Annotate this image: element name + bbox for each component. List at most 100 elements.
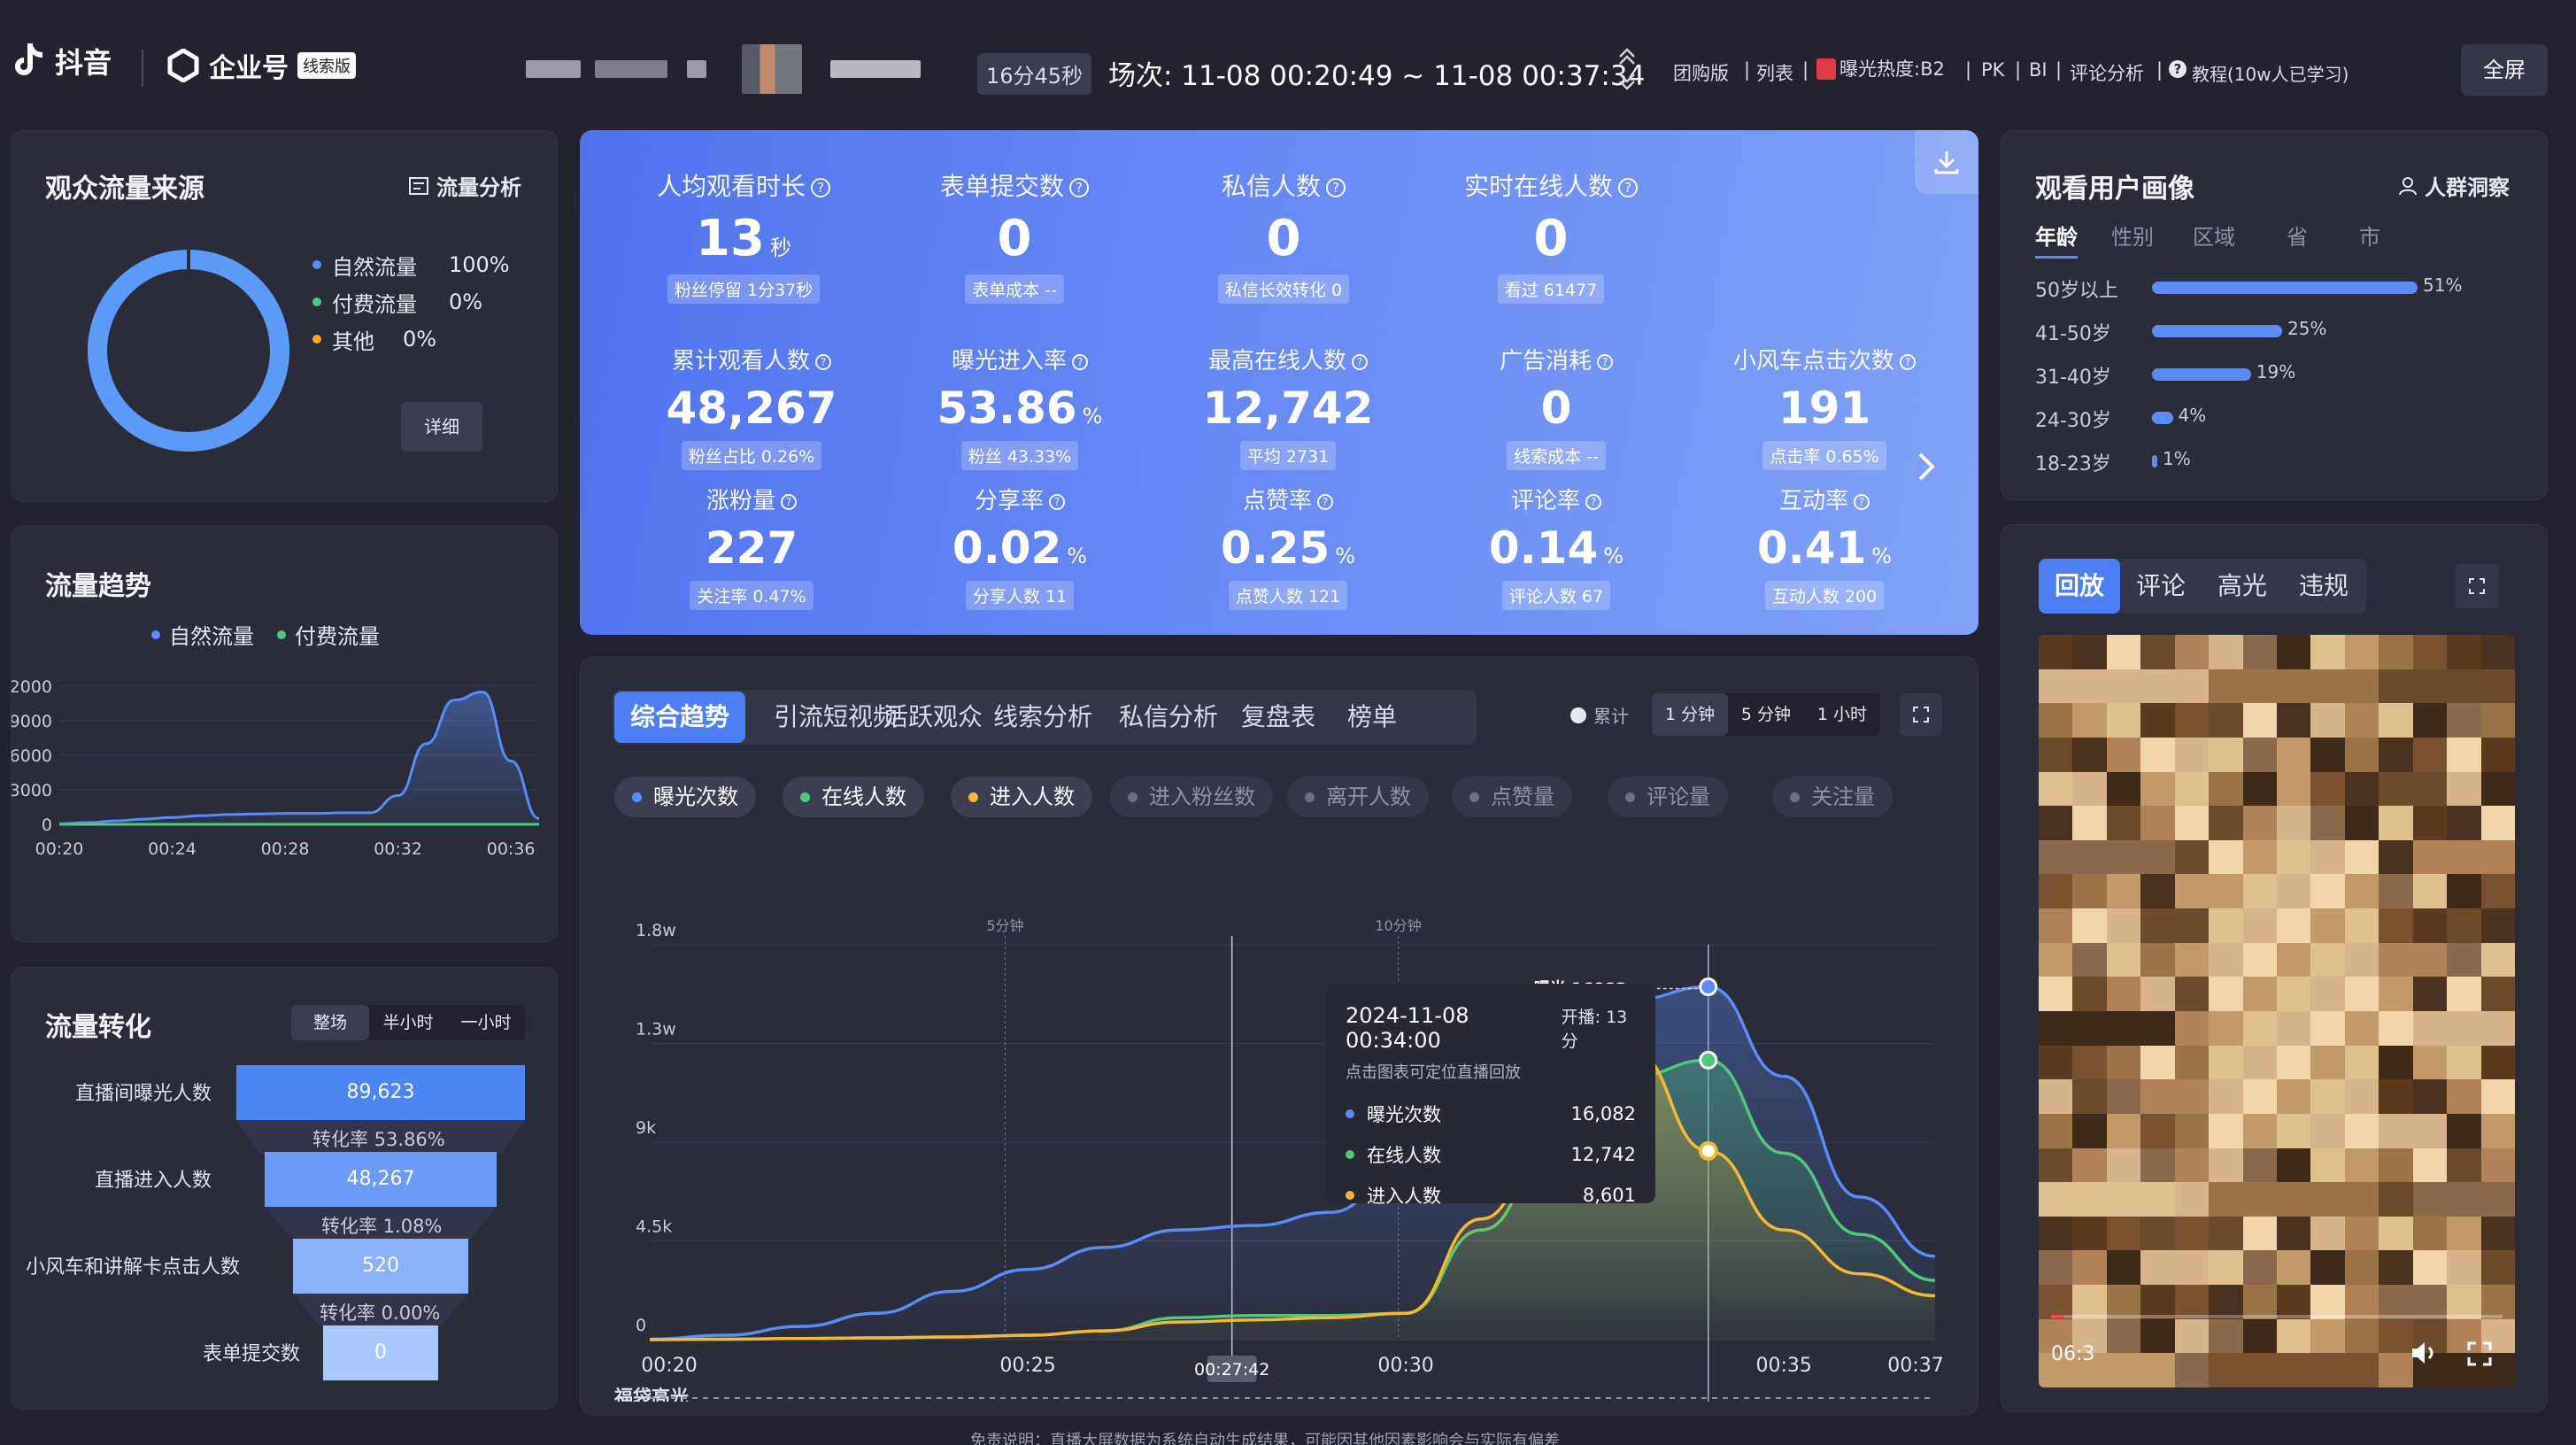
main-tab[interactable]: 线索分析 (993, 702, 1093, 731)
header-divider: | (2015, 59, 2022, 81)
funnel-bar[interactable]: 89,623 (236, 1065, 525, 1120)
detail-button[interactable]: 详细 (401, 402, 482, 452)
interval-1hour[interactable]: 1 小时 (1816, 705, 1868, 724)
main-tab-bar (613, 690, 1477, 745)
main-tab[interactable]: 活跃观众 (883, 702, 983, 731)
main-tab[interactable]: 私信分析 (1119, 702, 1219, 731)
mosaic-cell (2072, 635, 2107, 669)
age-bar (2152, 368, 2251, 381)
series-chip[interactable]: 评论量 (1608, 777, 1728, 817)
fullscreen-button[interactable]: 全屏 (2461, 44, 2548, 96)
metric-number: 13 (696, 210, 765, 267)
help-icon[interactable]: ? (1854, 493, 1870, 510)
mosaic-cell (2242, 1353, 2277, 1387)
main-tab[interactable]: 榜单 (1347, 702, 1398, 731)
help-icon[interactable]: ? (1900, 353, 1916, 370)
funnel-bar[interactable]: 0 (323, 1325, 438, 1380)
x-tick-label: 00:37 (1887, 1355, 1943, 1377)
link-comment-analysis[interactable]: 评论分析 (2070, 63, 2144, 84)
funnel-bar[interactable]: 520 (293, 1239, 468, 1294)
link-group-buy[interactable]: 团购版 (1673, 63, 1729, 84)
help-icon[interactable]: ? (1352, 353, 1368, 370)
video-player[interactable]: 06:3 (2039, 635, 2515, 1387)
mosaic-cell (2140, 874, 2175, 909)
video-tab[interactable]: 高光 (2217, 571, 2267, 600)
link-tutorial[interactable]: 教程(10w人已学习) (2192, 64, 2349, 85)
help-icon[interactable]: ? (1597, 353, 1613, 370)
segment-half-hour[interactable]: 半小时 (382, 1013, 434, 1032)
accumulate-toggle[interactable]: 累计 (1570, 702, 1629, 728)
link-exposure-heat[interactable]: 曝光热度:B2 (1839, 58, 1945, 80)
mosaic-cell (2106, 977, 2141, 1011)
segment-whole[interactable]: 整场 (291, 1005, 369, 1040)
help-icon[interactable]: ? (1326, 178, 1346, 197)
video-progress-bar[interactable] (2051, 1315, 2503, 1318)
link-list[interactable]: 列表 (1756, 63, 1793, 84)
mosaic-cell (2344, 1113, 2379, 1148)
comprehensive-trend-chart[interactable]: 0 4.5k 9k 1.3w 1.8w 00:20 00:25 00:30 00:35 00:37… (581, 835, 1979, 1402)
link-pk[interactable]: PK (1981, 59, 2005, 81)
series-chip[interactable]: 进入人数 (951, 777, 1092, 817)
help-icon[interactable]: ? (1069, 178, 1089, 197)
douyin-logo[interactable]: 抖音 (11, 39, 112, 83)
help-icon[interactable]: ? (1049, 493, 1065, 510)
mosaic-cell (2209, 635, 2243, 669)
series-chip[interactable]: 点赞量 (1452, 777, 1572, 817)
series-chip[interactable]: 关注量 (1772, 777, 1893, 817)
mosaic-cell (2174, 1353, 2210, 1387)
video-tab[interactable]: 违规 (2298, 571, 2348, 600)
help-icon[interactable]: ? (811, 178, 830, 197)
data-point[interactable] (1698, 1140, 1718, 1161)
mosaic-cell (2344, 942, 2379, 978)
main-tab[interactable]: 复盘表 (1241, 702, 1316, 731)
download-icon[interactable] (1915, 130, 1978, 194)
volume-icon[interactable] (2409, 1340, 2439, 1366)
mosaic-cell (2379, 1011, 2413, 1046)
next-arrow-icon[interactable] (1915, 451, 1938, 483)
metric-sub: 粉丝停留 1分37秒 (667, 274, 821, 304)
profile-tab[interactable]: 区域 (2193, 225, 2235, 250)
funnel-bar[interactable]: 48,267 (265, 1152, 497, 1207)
traffic-analysis-link[interactable]: 流量分析 (408, 170, 521, 201)
mosaic-cell (2072, 908, 2107, 943)
series-chip[interactable]: 离开人数 (1287, 777, 1429, 817)
interval-1min[interactable]: 1 分钟 (1652, 693, 1728, 736)
mosaic-cell (2480, 839, 2515, 875)
data-point[interactable] (1699, 978, 1718, 997)
help-icon[interactable]: ? (1072, 353, 1088, 370)
segment-one-hour[interactable]: 一小时 (460, 1013, 512, 1032)
chart-fullscreen-icon[interactable] (1900, 693, 1942, 736)
profile-tab[interactable]: 省 (2287, 225, 2308, 250)
help-icon[interactable]: ? (1618, 178, 1638, 197)
link-bi[interactable]: BI (2029, 59, 2048, 81)
metric-label: 累计观看人数? (619, 343, 884, 375)
series-chip[interactable]: 曝光次数 (614, 777, 756, 817)
help-icon[interactable]: ? (815, 353, 831, 370)
video-tab[interactable]: 回放 (2039, 559, 2120, 614)
mosaic-cell (2039, 1182, 2073, 1217)
data-point[interactable] (1699, 1050, 1718, 1070)
main-tab[interactable]: 引流短视频 (774, 702, 899, 731)
enterprise-brand[interactable]: 企业号 线索版 (166, 46, 356, 85)
session-switch-icon[interactable] (1616, 44, 1638, 94)
player-fullscreen-icon[interactable] (2467, 1341, 2492, 1366)
series-chip[interactable]: 进入粉丝数 (1110, 777, 1273, 817)
series-chip[interactable]: 在线人数 (783, 777, 924, 817)
profile-tab[interactable]: 性别 (2111, 225, 2154, 250)
mosaic-cell (2447, 1318, 2481, 1354)
main-tab[interactable]: 综合趋势 (614, 692, 746, 743)
audience-insight-link[interactable]: 人群洞察 (2398, 170, 2510, 201)
mosaic-cell (2209, 1318, 2243, 1354)
help-icon[interactable]: ? (1585, 493, 1601, 510)
mosaic-cell (2140, 771, 2175, 807)
session-time: 场次: 11-08 00:20:49 ~ 11-08 00:37:34 (1108, 60, 1646, 92)
help-icon[interactable]: ? (781, 493, 797, 510)
video-tab[interactable]: 评论 (2135, 571, 2186, 600)
profile-tab[interactable]: 年龄 (2035, 220, 2078, 259)
mosaic-cell (2072, 1250, 2107, 1286)
profile-tab[interactable]: 市 (2359, 225, 2380, 250)
interval-5min[interactable]: 5 分钟 (1740, 705, 1792, 724)
help-icon[interactable]: ? (1317, 493, 1333, 510)
video-fullscreen-icon[interactable] (2455, 564, 2499, 608)
legend-name: 其他 (332, 328, 374, 354)
